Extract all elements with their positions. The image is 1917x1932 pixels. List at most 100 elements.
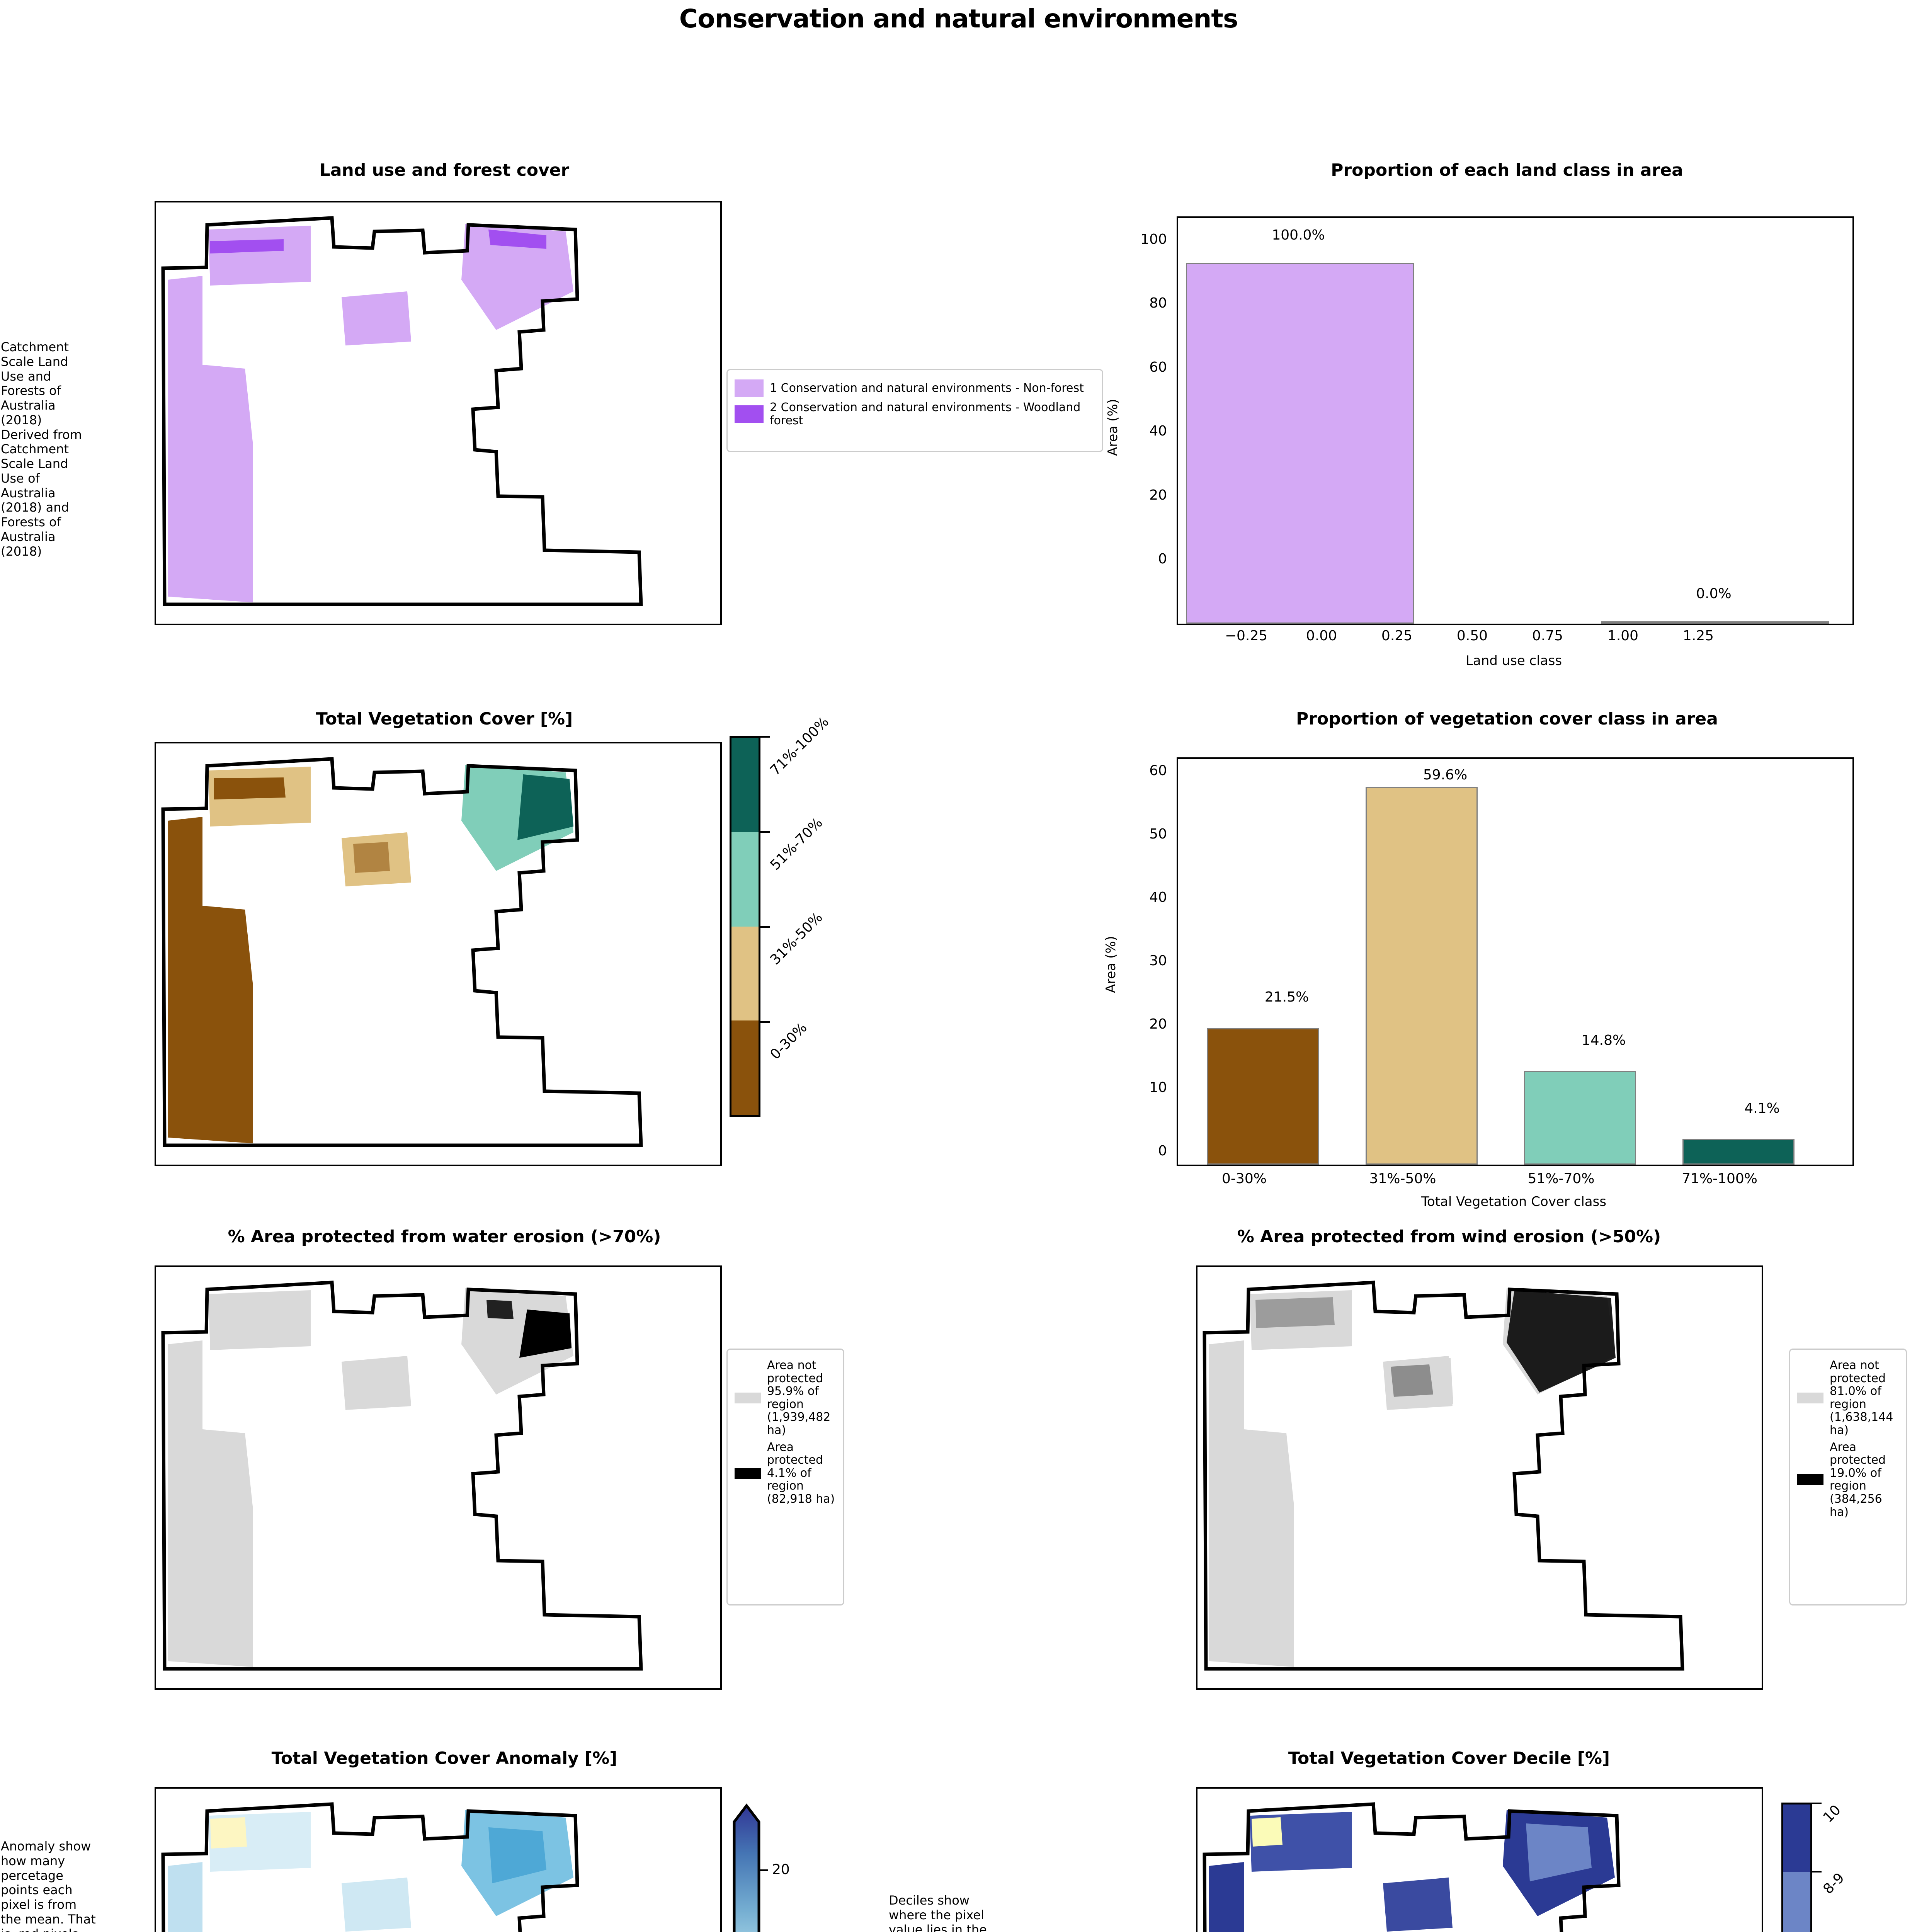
veg-cover-colorbar[interactable] <box>730 736 760 1117</box>
legend-swatch-not-protected <box>735 1392 761 1403</box>
cbar-tick <box>1812 1871 1822 1872</box>
land-use-map-title: Land use and forest cover <box>319 160 570 180</box>
vegetation-anomaly-map[interactable] <box>155 1787 722 1932</box>
xtick-label: 71%-100% <box>1682 1171 1757 1187</box>
legend-item: 2 Conservation and natural environments … <box>735 401 1095 427</box>
cbar-segment-31-50 <box>731 926 759 1021</box>
decile-map-title: Total Vegetation Cover Decile [%] <box>1288 1748 1610 1768</box>
cbar-tick <box>760 1021 770 1023</box>
land-class-chart-title: Proportion of each land class in area <box>1331 160 1683 180</box>
ytick-label: 100 <box>1140 231 1167 247</box>
ytick-label: 40 <box>1149 423 1167 439</box>
legend-label-nonforest: 1 Conservation and natural environments … <box>770 381 1084 395</box>
legend-label-protected: Area protected 4.1% of region (82,918 ha… <box>767 1440 835 1506</box>
anomaly-colorbar[interactable] <box>730 1803 776 1932</box>
anomaly-note: Anomaly show how many percetage points e… <box>1 1839 96 1932</box>
bar-veg-class-1[interactable] <box>1366 787 1478 1165</box>
ytick-label: 60 <box>1149 359 1167 375</box>
wind-erosion-map[interactable] <box>1196 1265 1763 1690</box>
legend-swatch-woodland <box>735 405 764 423</box>
legend-label-woodland: 2 Conservation and natural environments … <box>770 401 1081 427</box>
water-erosion-raster <box>161 1281 643 1671</box>
xtick-label: 0.00 <box>1306 628 1337 644</box>
legend-item: Area not protected 95.9% of region (1,93… <box>735 1359 836 1437</box>
ytick-label: 0 <box>1158 551 1167 567</box>
cbar-label-51-70: 51%-70% <box>767 815 826 873</box>
cbar-segment-51-70 <box>731 832 759 927</box>
legend-item: 1 Conservation and natural environments … <box>735 379 1095 397</box>
legend-item: Area protected 4.1% of region (82,918 ha… <box>735 1440 836 1506</box>
bar-value-veg-class-2: 14.8% <box>1581 1032 1626 1048</box>
anomaly-raster <box>161 1802 579 1932</box>
bar-land-class-1[interactable] <box>1601 621 1829 624</box>
chart1-y-axis-label: Area (%) <box>1105 399 1121 456</box>
bar-value-veg-class-0: 21.5% <box>1264 989 1309 1005</box>
ytick-label: 10 <box>1149 1080 1167 1095</box>
ytick-label: 0 <box>1158 1143 1167 1159</box>
bar-value-land-class-0: 100.0% <box>1272 227 1325 243</box>
ytick-label: 20 <box>1149 1016 1167 1032</box>
chart2-x-axis-label: Total Vegetation Cover class <box>1421 1194 1607 1209</box>
decile-cbar-label-10: 10 <box>1820 1802 1844 1826</box>
bar-land-class-0[interactable] <box>1186 263 1414 624</box>
vegetation-decile-map[interactable] <box>1196 1787 1763 1932</box>
xtick-label: 1.25 <box>1682 628 1714 644</box>
legend-label-protected: Area protected 19.0% of region (384,256 … <box>1830 1440 1886 1519</box>
ytick-label: 60 <box>1149 763 1167 779</box>
bar-veg-class-0[interactable] <box>1207 1028 1319 1165</box>
bar-veg-class-2[interactable] <box>1524 1071 1636 1165</box>
legend-label-not-protected: Area not protected 95.9% of region (1,93… <box>767 1359 831 1437</box>
anomaly-cbar-label-20: 20 <box>772 1862 790 1878</box>
legend-item: Area protected 19.0% of region (384,256 … <box>1797 1440 1899 1519</box>
legend-item: Area not protected 81.0% of region (1,63… <box>1797 1359 1899 1437</box>
land-class-chart-plot-area[interactable] <box>1177 216 1854 625</box>
chart2-y-axis-label: Area (%) <box>1103 936 1119 993</box>
land-use-legend[interactable]: 1 Conservation and natural environments … <box>726 369 1103 452</box>
ytick-label: 40 <box>1149 889 1167 905</box>
decile-cbar-label-8-9: 8-9 <box>1820 1870 1848 1897</box>
chart1-x-axis-label: Land use class <box>1465 653 1562 668</box>
xtick-label: 0.50 <box>1456 628 1488 644</box>
ytick-label: 20 <box>1149 487 1167 503</box>
veg-class-chart-plot-area[interactable] <box>1177 757 1854 1166</box>
legend-swatch-protected <box>1797 1474 1823 1485</box>
legend-label-not-protected: Area not protected 81.0% of region (1,63… <box>1830 1359 1893 1437</box>
cbar-label-0-30: 0-30% <box>767 1020 810 1063</box>
cbar-tick <box>760 831 770 833</box>
region-boundary-shape <box>161 216 643 606</box>
xtick-label: 0-30% <box>1222 1171 1267 1187</box>
legend-swatch-protected <box>735 1468 761 1479</box>
water-erosion-map[interactable] <box>155 1265 722 1690</box>
wind-erosion-legend[interactable]: Area not protected 81.0% of region (1,63… <box>1789 1349 1907 1605</box>
bar-veg-class-3[interactable] <box>1682 1139 1795 1165</box>
bar-value-veg-class-1: 59.6% <box>1423 767 1468 783</box>
bar-value-veg-class-3: 4.1% <box>1744 1100 1780 1116</box>
xtick-label: 31%-50% <box>1369 1171 1436 1187</box>
veg-class-chart-title: Proportion of vegetation cover class in … <box>1296 709 1718 729</box>
ytick-label: 80 <box>1149 295 1167 311</box>
page-title: Conservation and natural environments <box>679 4 1238 34</box>
water-erosion-map-title: % Area protected from water erosion (>70… <box>228 1227 661 1247</box>
cbar-label-71-100: 71%-100% <box>767 714 832 779</box>
water-erosion-legend[interactable]: Area not protected 95.9% of region (1,93… <box>726 1349 844 1605</box>
anomaly-map-title: Total Vegetation Cover Anomaly [%] <box>271 1748 617 1768</box>
ytick-label: 30 <box>1149 953 1167 969</box>
veg-cover-map-title: Total Vegetation Cover [%] <box>316 709 573 729</box>
bar-value-land-class-1: 0.0% <box>1696 586 1732 602</box>
xtick-label: 51%-70% <box>1527 1171 1595 1187</box>
xtick-label: 1.00 <box>1607 628 1639 644</box>
land-use-map[interactable] <box>155 201 722 625</box>
veg-cover-raster <box>161 757 643 1147</box>
decile-colorbar[interactable] <box>1781 1803 1812 1932</box>
wind-erosion-map-title: % Area protected from wind erosion (>50%… <box>1237 1227 1661 1247</box>
decile-segment-10 <box>1783 1804 1810 1872</box>
legend-swatch-nonforest <box>735 379 764 397</box>
cbar-segment-71-100 <box>731 738 759 832</box>
ytick-label: 50 <box>1149 826 1167 842</box>
cbar-label-31-50: 31%-50% <box>767 909 826 968</box>
decile-segment-8-9 <box>1783 1872 1810 1932</box>
wind-erosion-raster <box>1203 1281 1684 1671</box>
total-vegetation-cover-map[interactable] <box>155 742 722 1166</box>
decile-note: Deciles show where the pixel value lies … <box>889 1893 987 1932</box>
xtick-label: −0.25 <box>1225 628 1268 644</box>
